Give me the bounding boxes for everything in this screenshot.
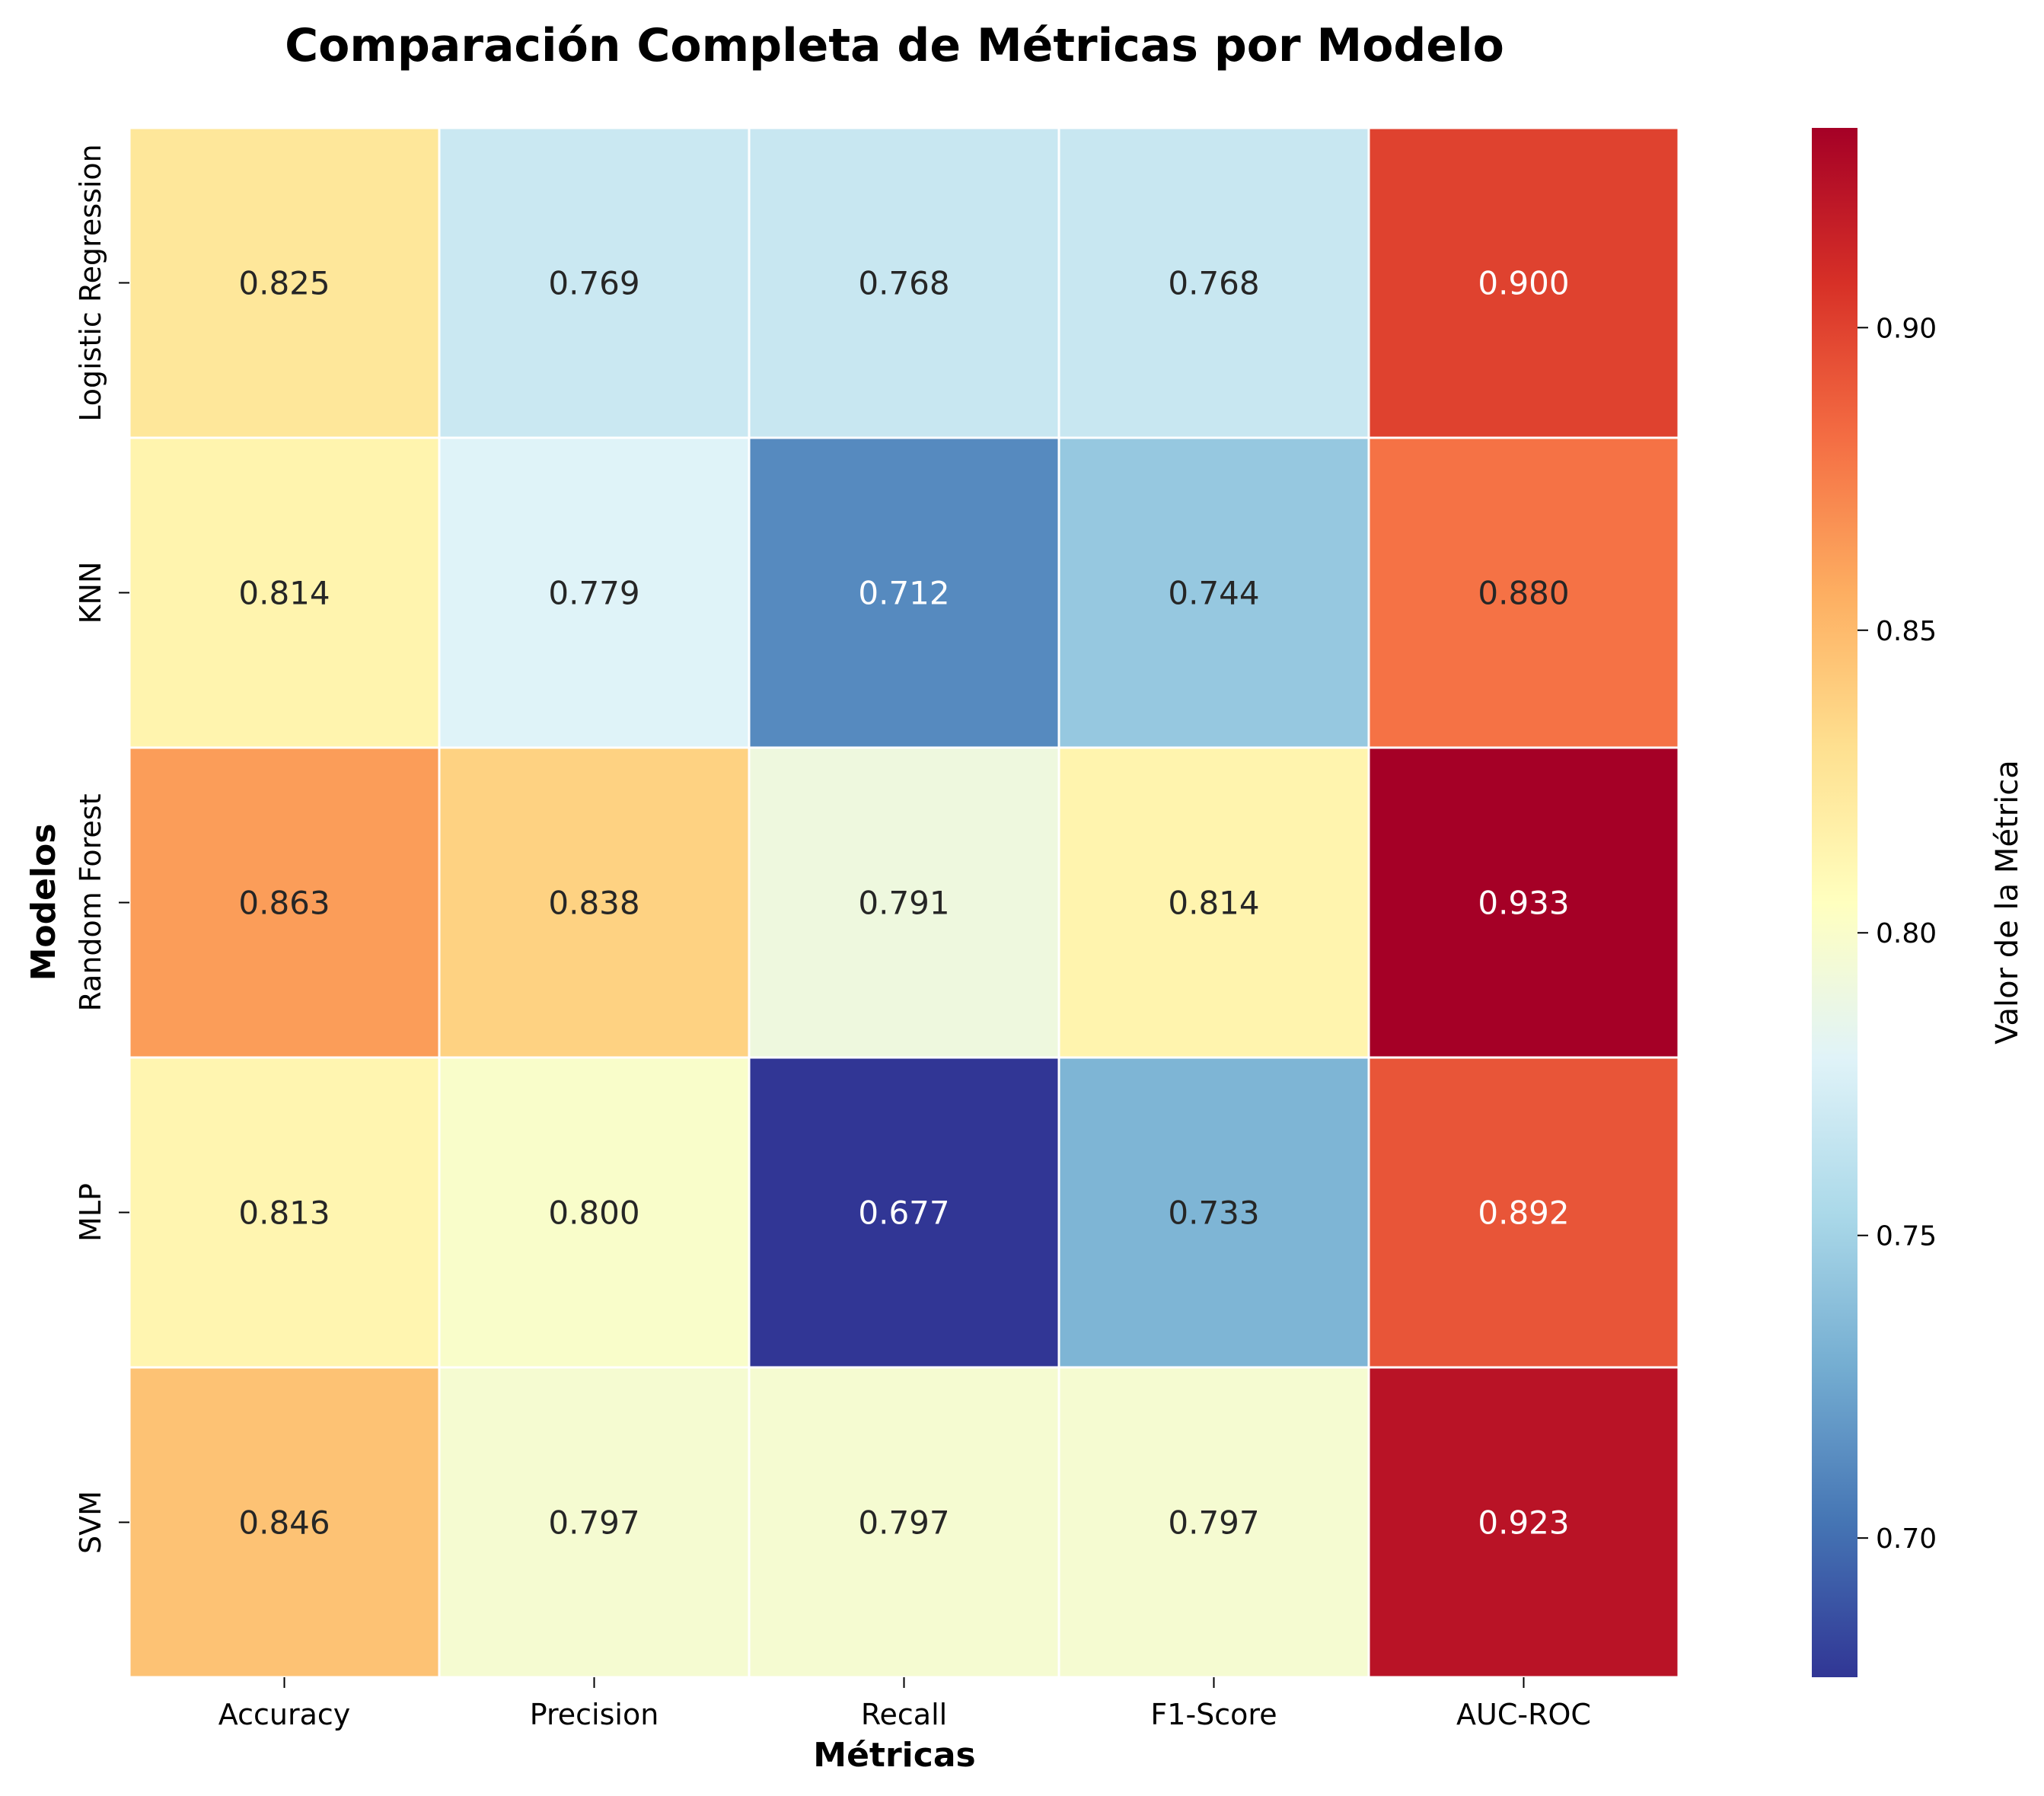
heatmap-cell	[128, 436, 441, 749]
cell-value-label: 0.814	[238, 575, 330, 612]
colorbar-tick-label: 0.90	[1876, 313, 1937, 344]
cell-value-label: 0.769	[548, 265, 639, 302]
x-tick-label: Accuracy	[218, 1698, 351, 1731]
cell-value-label: 0.744	[1168, 575, 1259, 612]
x-axis: Accuracy Precision Recall F1-Score AUC-ROC	[218, 1677, 1591, 1731]
heatmap-cell	[1367, 126, 1680, 439]
colorbar-tick-label: 0.70	[1876, 1523, 1937, 1555]
y-tick-label: KNN	[74, 562, 107, 624]
heatmap-cell	[438, 1056, 751, 1369]
colorbar: 0.70 0.75 0.80 0.85 0.90	[1812, 128, 1937, 1677]
heatmap-cell	[748, 126, 1060, 439]
cell-value-label: 0.863	[238, 885, 330, 922]
x-tick-label: AUC-ROC	[1456, 1698, 1591, 1731]
heatmap-cell	[748, 746, 1060, 1059]
y-tick-label: Logistic Regression	[74, 144, 107, 422]
colorbar-tick-label: 0.75	[1876, 1221, 1937, 1252]
y-tick-label: SVM	[74, 1491, 107, 1554]
heatmap-cell	[128, 126, 441, 439]
cell-value-label: 0.791	[858, 885, 949, 922]
cell-value-label: 0.797	[858, 1504, 949, 1542]
colorbar-tick-label: 0.80	[1876, 918, 1937, 949]
colorbar-tick-label: 0.85	[1876, 616, 1937, 647]
cell-value-label: 0.933	[1478, 885, 1569, 922]
heatmap-cell	[438, 1366, 751, 1679]
cell-value-label: 0.813	[238, 1195, 330, 1232]
cell-value-label: 0.768	[1168, 265, 1259, 302]
cell-value-label: 0.892	[1478, 1195, 1569, 1232]
heatmap-cell	[1057, 746, 1370, 1059]
heatmap-cell	[128, 1366, 441, 1679]
y-axis: Logistic Regression KNN Random Forest MLP SV…	[74, 144, 129, 1554]
heatmap-cell	[438, 746, 751, 1059]
heatmap-cell	[1057, 1056, 1370, 1369]
y-tick-label: MLP	[74, 1183, 107, 1242]
cell-value-label: 0.677	[858, 1195, 949, 1232]
colorbar-gradient	[1812, 128, 1857, 1677]
cell-value-label: 0.923	[1478, 1504, 1569, 1542]
cell-value-label: 0.733	[1168, 1195, 1259, 1232]
cell-value-label: 0.712	[858, 575, 949, 612]
cell-value-label: 0.825	[238, 265, 330, 302]
heatmap-cell	[1367, 1056, 1680, 1369]
x-tick-label: Recall	[861, 1698, 947, 1731]
heatmap-cell	[748, 436, 1060, 749]
colorbar-label: Valor de la Métrica	[1990, 760, 2025, 1044]
heatmap-cells: 0.825 0.769 0.768 0.768 0.900 0.814 0.779 0.712…	[128, 126, 1680, 1679]
x-axis-label: Métricas	[813, 1736, 975, 1775]
cell-value-label: 0.768	[858, 265, 949, 302]
cell-value-label: 0.838	[548, 885, 639, 922]
heatmap-cell	[438, 126, 751, 439]
cell-value-label: 0.814	[1168, 885, 1259, 922]
y-tick-label: Random Forest	[74, 793, 107, 1011]
cell-value-label: 0.797	[548, 1504, 639, 1542]
heatmap-cell	[1367, 436, 1680, 749]
cell-value-label: 0.779	[548, 575, 639, 612]
cell-value-label: 0.800	[548, 1195, 639, 1232]
x-tick-label: F1-Score	[1150, 1698, 1277, 1731]
y-axis-label: Modelos	[24, 824, 63, 981]
heatmap-cell	[1367, 1366, 1680, 1679]
chart-title: Comparación Completa de Métricas por Mod…	[285, 19, 1504, 72]
heatmap-cell	[748, 1056, 1060, 1369]
heatmap-cell	[1367, 746, 1680, 1059]
cell-value-label: 0.900	[1478, 265, 1569, 302]
cell-value-label: 0.880	[1478, 575, 1569, 612]
cell-value-label: 0.797	[1168, 1504, 1259, 1542]
heatmap-cell	[1057, 126, 1370, 439]
x-tick-label: Precision	[530, 1698, 659, 1731]
cell-value-label: 0.846	[238, 1504, 330, 1542]
heatmap-cell	[748, 1366, 1060, 1679]
